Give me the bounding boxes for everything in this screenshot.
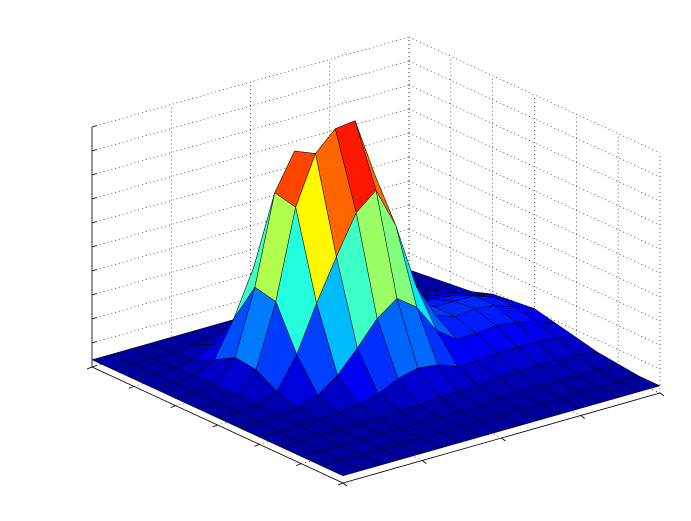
z-tick-mark — [91, 221, 98, 224]
y-tick-mark — [659, 392, 665, 397]
surface — [91, 120, 661, 477]
x-tick-mark — [170, 405, 176, 409]
z-tick-mark — [91, 245, 98, 248]
x-tick-mark — [212, 424, 218, 428]
x-tick-mark — [337, 482, 344, 486]
x-tick-mark — [86, 366, 93, 370]
z-tick-mark — [91, 365, 98, 368]
z-tick-mark — [91, 341, 98, 344]
y-tick-mark — [342, 482, 348, 487]
z-tick-mark — [91, 293, 98, 296]
x-tick-mark — [296, 463, 302, 467]
z-tick-mark — [91, 317, 98, 320]
x-tick-mark — [254, 443, 260, 447]
z-tick-mark — [91, 125, 98, 128]
axes — [86, 125, 665, 487]
z-tick-mark — [91, 173, 98, 176]
z-tick-mark — [91, 269, 98, 272]
y-tick-mark — [580, 415, 585, 419]
y-tick-mark — [422, 460, 427, 464]
z-tick-mark — [91, 149, 98, 152]
surface-patch — [321, 460, 364, 477]
y-tick-mark — [501, 437, 506, 442]
z-tick-mark — [91, 197, 98, 200]
z-grid-line — [91, 36, 410, 128]
x-tick-mark — [128, 385, 134, 389]
